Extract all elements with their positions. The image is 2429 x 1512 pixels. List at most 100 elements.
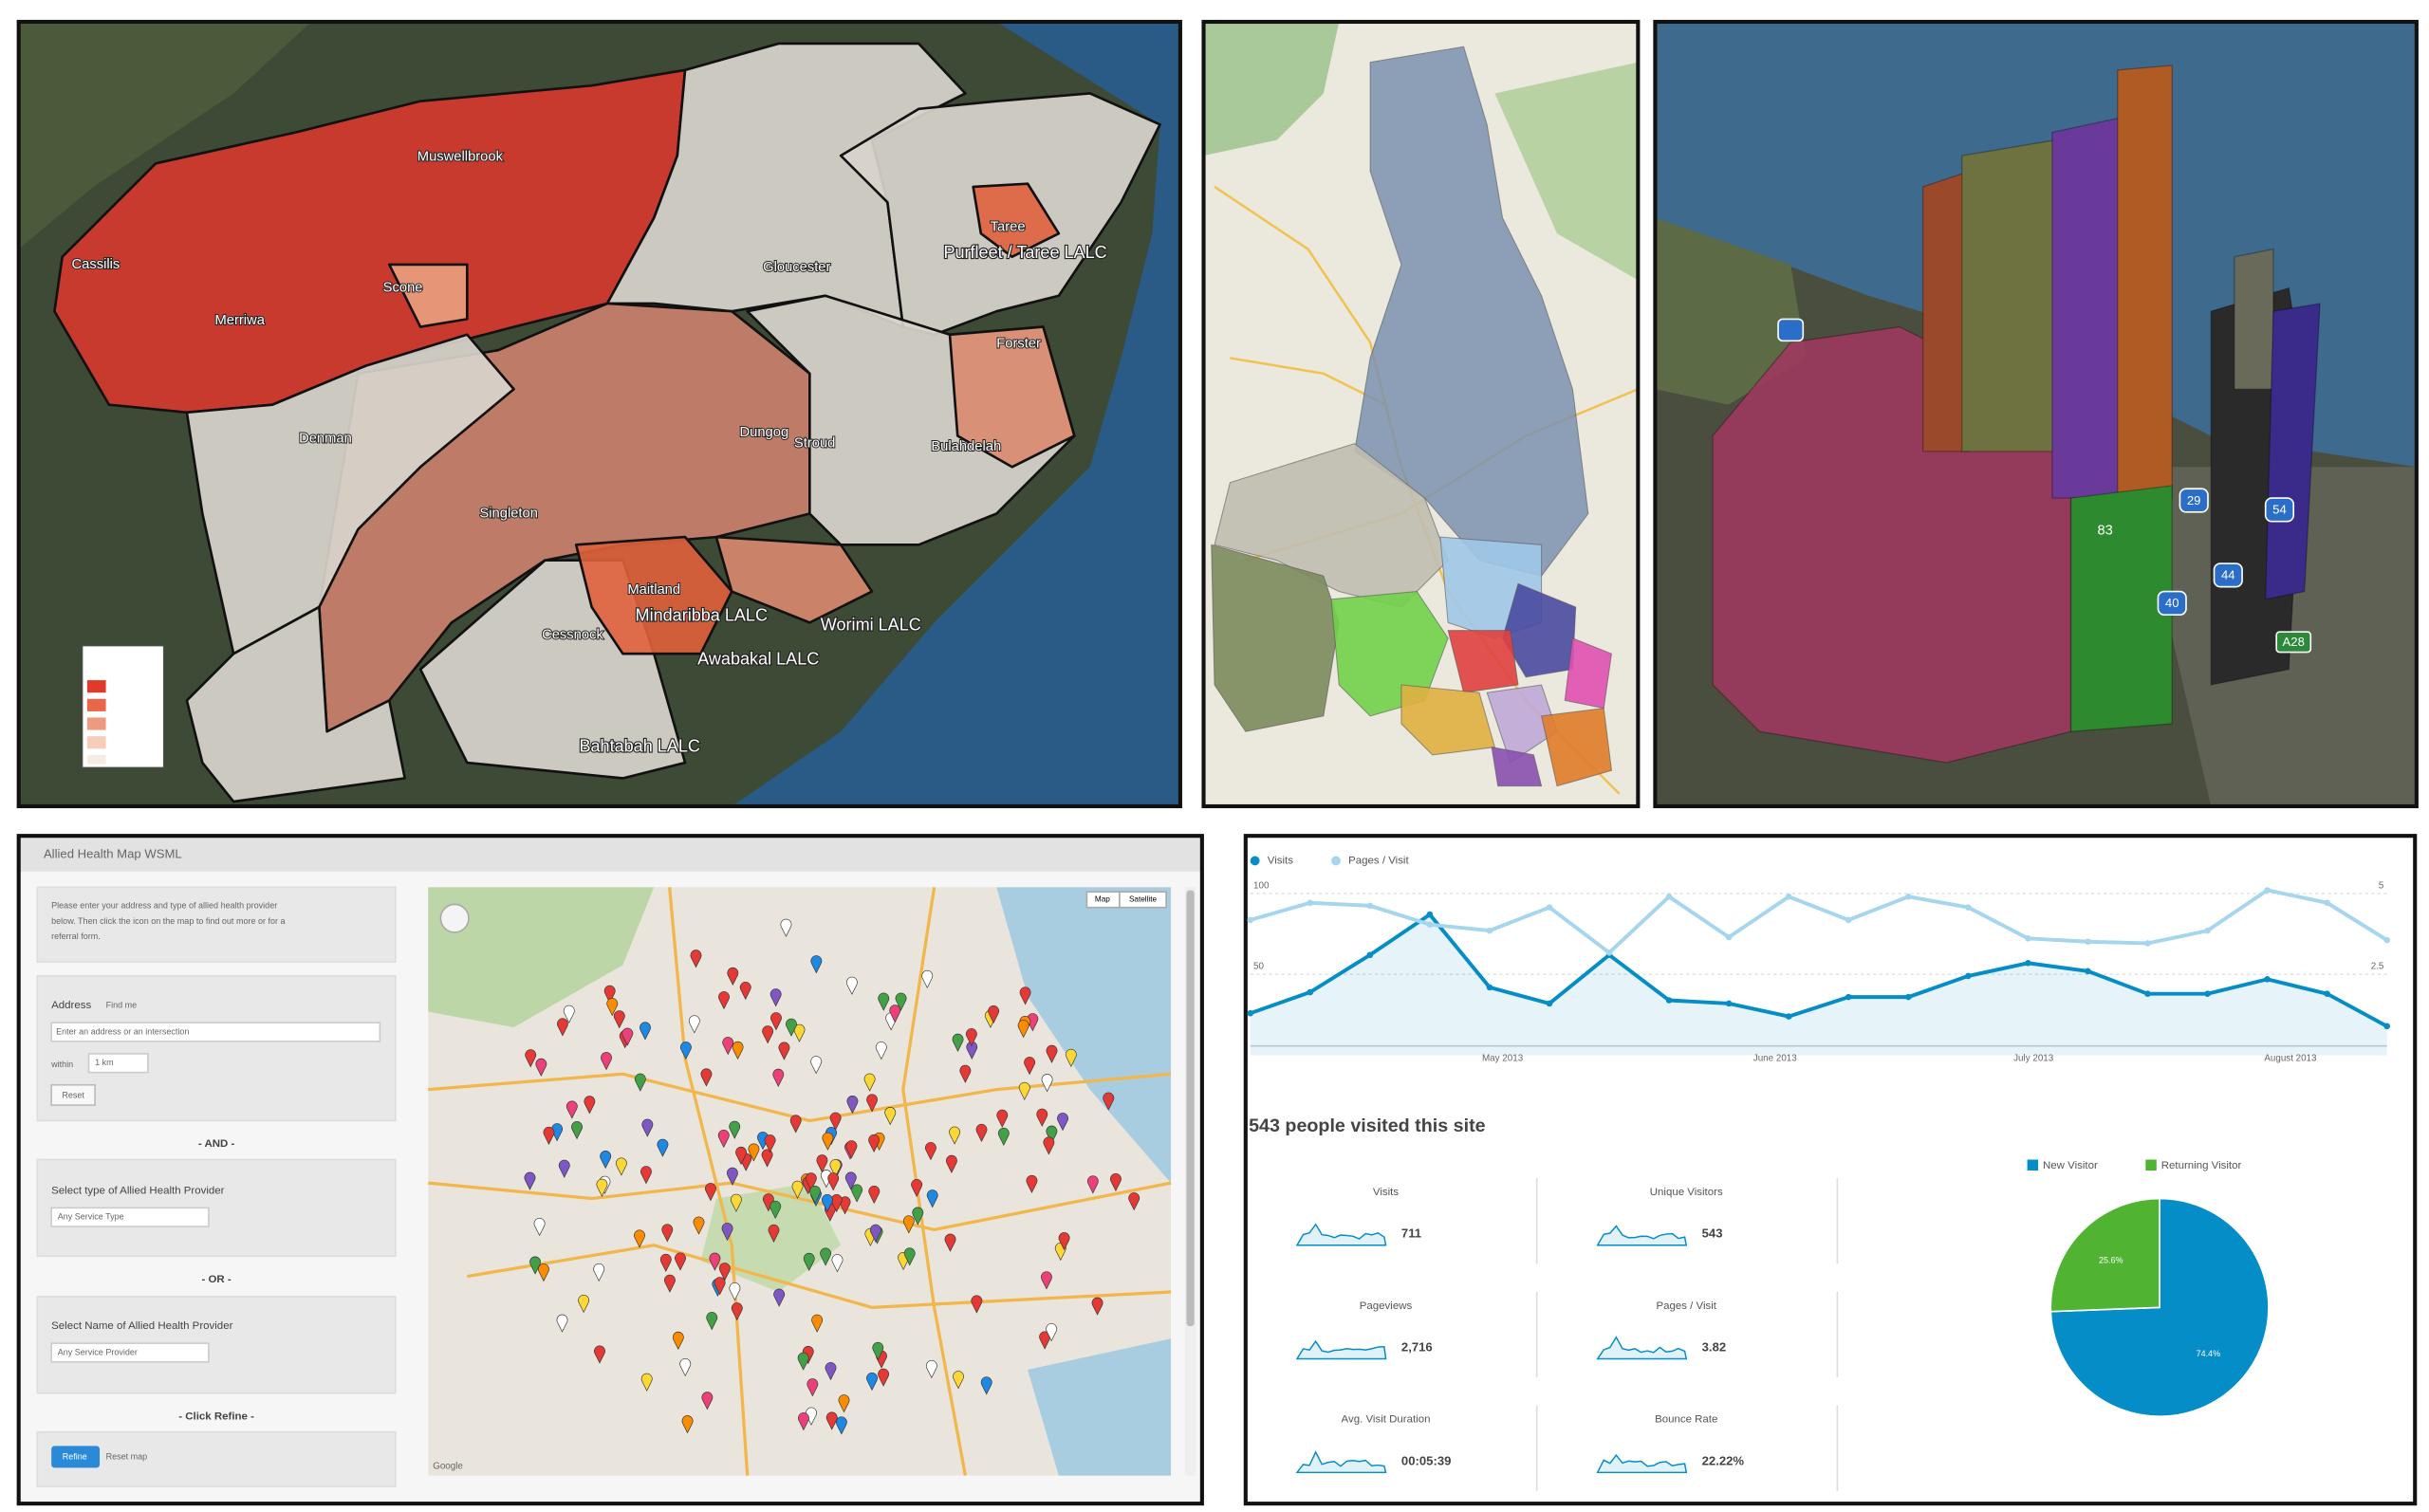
map-pin bbox=[721, 1223, 733, 1242]
region-label: Gloucester bbox=[763, 260, 830, 275]
shape bbox=[996, 887, 1172, 1184]
metric-label: Visits bbox=[1373, 1187, 1399, 1198]
shape bbox=[1447, 630, 1519, 693]
map-pin bbox=[693, 1216, 705, 1235]
analytics-panel: 543 people visited this site 50 100 2.5 5 Ma… bbox=[1243, 834, 2418, 1506]
shape bbox=[948, 325, 1076, 469]
map-pin bbox=[722, 1037, 734, 1056]
point bbox=[2144, 990, 2151, 997]
line bbox=[1250, 888, 2388, 955]
map-pin bbox=[739, 981, 751, 1001]
map-pin bbox=[606, 998, 619, 1017]
map-pin bbox=[664, 1274, 676, 1293]
map-pin bbox=[640, 1166, 652, 1185]
sparkline bbox=[1295, 1450, 1387, 1474]
shape bbox=[36, 975, 397, 1122]
shape bbox=[86, 736, 106, 749]
type-select[interactable] bbox=[50, 1207, 210, 1227]
map-pin bbox=[596, 1178, 608, 1197]
map-pin bbox=[731, 1302, 743, 1321]
shape bbox=[2213, 562, 2243, 588]
shape bbox=[1777, 318, 1805, 342]
x-tick-label: May 2013 bbox=[1482, 1053, 1524, 1063]
map-pin bbox=[1046, 1125, 1058, 1144]
pan-control[interactable] bbox=[439, 903, 470, 933]
point bbox=[1845, 993, 1852, 1001]
shape bbox=[2234, 248, 2274, 390]
shape bbox=[36, 886, 397, 963]
reset-map-link[interactable]: Reset map bbox=[106, 1451, 148, 1461]
map-pin bbox=[768, 1224, 780, 1243]
map-pin bbox=[558, 1159, 570, 1178]
map-pin bbox=[959, 1064, 972, 1083]
map-pin bbox=[822, 1193, 833, 1213]
sparkline bbox=[1596, 1225, 1688, 1246]
map-pin bbox=[571, 1121, 583, 1140]
map-pin bbox=[789, 1115, 802, 1134]
map-pin bbox=[727, 1167, 738, 1186]
region-label: Maitland bbox=[627, 582, 680, 598]
shape bbox=[1211, 544, 1340, 732]
map-pin bbox=[773, 1288, 785, 1307]
map-pin bbox=[1043, 1136, 1055, 1155]
map-pin bbox=[810, 955, 823, 974]
reset-label: Reset bbox=[62, 1091, 84, 1100]
point bbox=[1426, 921, 1434, 928]
reset-button[interactable] bbox=[50, 1083, 96, 1106]
road bbox=[668, 887, 750, 1476]
map-pin bbox=[816, 1154, 828, 1173]
point bbox=[1785, 894, 1792, 900]
map-pin bbox=[1019, 986, 1031, 1005]
map-pin bbox=[786, 1018, 797, 1037]
shape bbox=[1491, 747, 1543, 787]
distance-select[interactable] bbox=[87, 1053, 149, 1074]
address-input[interactable] bbox=[50, 1022, 381, 1042]
map-pin bbox=[825, 1362, 837, 1381]
shape bbox=[732, 21, 1180, 807]
metric-label: Pageviews bbox=[1360, 1300, 1413, 1312]
map-pin bbox=[700, 1068, 713, 1087]
map-pin bbox=[946, 1154, 957, 1173]
satellite-type-button[interactable] bbox=[1119, 891, 1167, 909]
point bbox=[1307, 899, 1314, 907]
map-pin bbox=[640, 1022, 651, 1041]
point bbox=[2264, 887, 2271, 894]
point bbox=[2204, 927, 2211, 934]
map-type-label: Map bbox=[1095, 895, 1110, 904]
refine-label: Refine bbox=[63, 1451, 87, 1461]
point bbox=[1366, 902, 1374, 910]
name-select[interactable] bbox=[50, 1342, 210, 1363]
map-pin bbox=[731, 1193, 742, 1212]
shape bbox=[185, 333, 515, 655]
map-pin bbox=[944, 1233, 956, 1252]
shape bbox=[972, 182, 1061, 259]
region-label: Awabakal LALC bbox=[697, 650, 819, 669]
point bbox=[2085, 938, 2091, 946]
map-pin bbox=[1128, 1192, 1140, 1211]
shape bbox=[2117, 65, 2173, 499]
scrollbar[interactable] bbox=[1186, 890, 1195, 1327]
legend-dot bbox=[1331, 856, 1341, 866]
map-pin bbox=[659, 1253, 672, 1273]
find-me-link[interactable]: Find me bbox=[106, 1000, 138, 1009]
map-pin bbox=[593, 1263, 605, 1282]
map-pin bbox=[872, 1341, 884, 1361]
shape bbox=[18, 836, 1202, 872]
map-pin bbox=[556, 1314, 568, 1333]
refine-button[interactable] bbox=[51, 1446, 101, 1468]
map-pin bbox=[912, 1207, 924, 1226]
metric-label: Avg. Visit Duration bbox=[1342, 1414, 1431, 1426]
map-pin bbox=[875, 1042, 887, 1060]
sparkline bbox=[1596, 1336, 1688, 1360]
satellite-type-label: Satellite bbox=[1129, 895, 1158, 904]
provider-map bbox=[428, 887, 1172, 1476]
map-pin bbox=[727, 967, 739, 986]
shape bbox=[86, 717, 106, 730]
region-label: Denman bbox=[299, 432, 352, 447]
point bbox=[1307, 988, 1314, 996]
shape bbox=[1502, 582, 1577, 678]
within-label: within bbox=[50, 1060, 73, 1069]
map-pin bbox=[616, 1157, 627, 1176]
shape bbox=[2264, 497, 2295, 523]
map-pin bbox=[661, 1224, 674, 1243]
